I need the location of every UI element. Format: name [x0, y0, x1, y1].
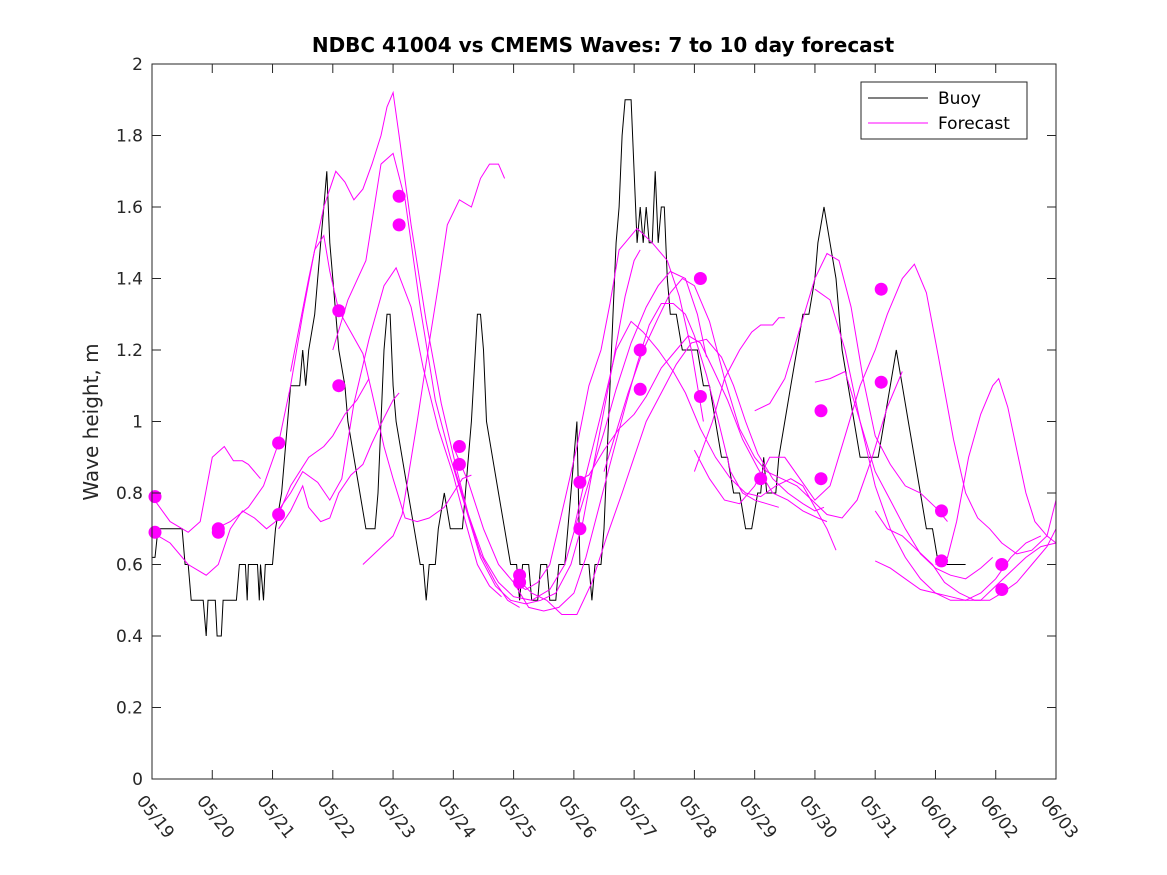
forecast-series-line-9: [452, 227, 704, 591]
forecast-marker-13: [513, 575, 527, 589]
forecast-series-line-21: [874, 510, 1057, 601]
forecast-series-line-19: [814, 288, 994, 580]
buoy-series-line: [152, 99, 966, 637]
y-tick-label: 0.6: [116, 556, 143, 576]
forecast-series-line-5: [278, 392, 400, 530]
forecast-series-line-12: [513, 338, 825, 615]
y-tick-label: 0: [132, 770, 143, 790]
forecast-marker-10: [452, 440, 466, 453]
forecast-marker-22: [814, 472, 828, 486]
forecast-marker-0: [148, 490, 162, 504]
forecast-marker-27: [995, 558, 1009, 571]
forecast-series-line-22: [874, 542, 1057, 601]
forecast-marker-15: [573, 522, 587, 536]
forecast-marker-9: [392, 218, 406, 232]
forecast-series-line-2: [151, 378, 370, 576]
forecast-marker-21: [814, 404, 828, 418]
forecast-marker-16: [633, 343, 647, 357]
y-tick-label: 1.2: [116, 341, 143, 361]
forecast-marker-19: [693, 390, 707, 403]
forecast-marker-25: [935, 504, 948, 518]
forecast-series-line-1: [151, 445, 261, 533]
legend-box: [860, 81, 1028, 140]
forecast-series-line-23: [935, 377, 1057, 565]
forecast-marker-24: [874, 375, 888, 389]
y-tick-label: 0.4: [116, 627, 143, 647]
forecast-series-line-10: [452, 270, 707, 601]
forecast-marker-8: [392, 189, 406, 203]
y-tick-label: 1.8: [116, 127, 143, 147]
forecast-marker-4: [272, 436, 286, 450]
forecast-marker-3: [211, 525, 225, 539]
forecast-series-line-6: [290, 90, 520, 608]
y-axis: 0 0.2 0.4 0.6 0.8 1 1.2 1.4 1.6 1.8 2: [116, 55, 1056, 790]
forecast-series-line-18: [754, 252, 948, 522]
forecast-marker-6: [332, 304, 346, 318]
forecast-series-line-14: [573, 320, 837, 551]
forecast-marker-28: [995, 583, 1009, 596]
forecast-series-line-13: [573, 335, 828, 523]
plot-markers: [148, 189, 1009, 596]
y-tick-label: 0.8: [116, 484, 143, 504]
forecast-marker-23: [874, 282, 888, 296]
legend-label: Forecast: [938, 114, 1010, 134]
forecast-marker-1: [148, 525, 162, 539]
y-tick-label: 1.4: [116, 270, 143, 290]
chart-title: NDBC 41004 vs CMEMS Waves: 7 to 10 day f…: [312, 33, 895, 57]
forecast-marker-11: [452, 457, 466, 471]
y-tick-label: 1: [132, 413, 143, 433]
forecast-marker-26: [935, 554, 948, 568]
forecast-marker-17: [633, 382, 647, 396]
forecast-series-line-8: [332, 152, 641, 605]
forecast-series-line-4: [275, 266, 502, 598]
y-tick-label: 2: [132, 55, 143, 75]
forecast-marker-7: [332, 379, 346, 393]
forecast-marker-14: [573, 475, 587, 489]
forecast-series-line-11: [513, 303, 779, 612]
legend: Buoy Forecast: [860, 81, 1028, 140]
forecast-series-line-15: [603, 277, 903, 519]
forecast-marker-18: [693, 272, 707, 285]
forecast-marker-5: [272, 508, 286, 521]
forecast-series-line-16: [693, 317, 785, 472]
legend-label: Buoy: [938, 89, 981, 109]
forecast-marker-20: [754, 472, 768, 486]
plot-lines: [151, 90, 1057, 637]
y-tick-label: 0.2: [116, 699, 143, 719]
forecast-series-line-3: [215, 234, 472, 530]
y-tick-label: 1.6: [116, 198, 143, 218]
y-axis-label: Wave height, m: [79, 343, 103, 500]
forecast-series-line-7: [362, 163, 506, 565]
